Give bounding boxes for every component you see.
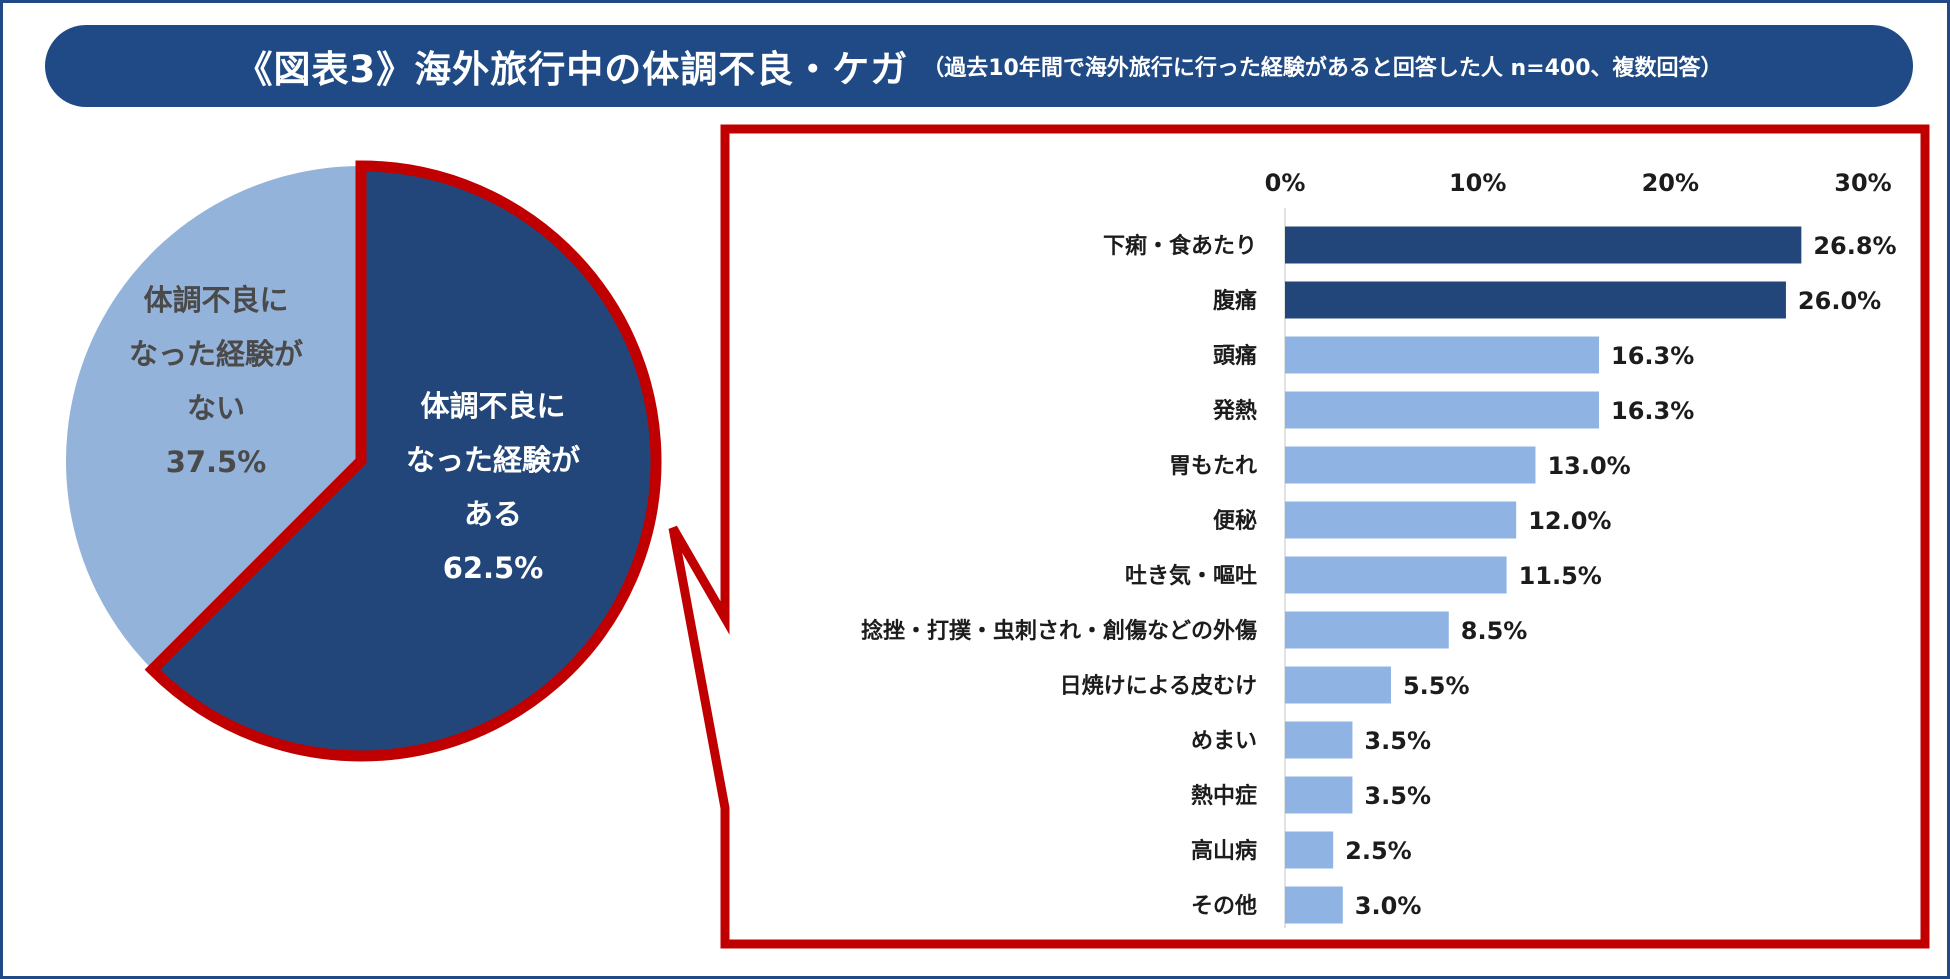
x-tick-label: 20% bbox=[1642, 169, 1699, 197]
category-label: 発熱 bbox=[1212, 398, 1257, 424]
value-label: 3.5% bbox=[1364, 727, 1431, 755]
bar bbox=[1285, 501, 1517, 539]
value-label: 16.3% bbox=[1611, 342, 1694, 370]
x-tick-label: 0% bbox=[1265, 169, 1306, 197]
bar bbox=[1285, 391, 1600, 429]
pie-slice bbox=[152, 166, 656, 756]
pie-highlight-outline bbox=[144, 160, 662, 762]
value-label: 16.3% bbox=[1611, 397, 1694, 425]
category-label: めまい bbox=[1191, 729, 1257, 754]
value-label: 12.0% bbox=[1528, 507, 1611, 535]
bar bbox=[1285, 886, 1343, 924]
bar bbox=[1285, 556, 1507, 594]
chart-title: 《図表3》海外旅行中の体調不良・ケガ bbox=[235, 48, 909, 91]
value-label: 26.0% bbox=[1798, 287, 1881, 315]
value-label: 8.5% bbox=[1461, 617, 1528, 645]
value-label: 5.5% bbox=[1403, 672, 1470, 700]
value-label: 3.0% bbox=[1355, 892, 1422, 920]
category-label: 腹痛 bbox=[1213, 288, 1257, 314]
x-tick-label: 10% bbox=[1449, 169, 1506, 197]
bar bbox=[1285, 831, 1334, 869]
title-banner: 《図表3》海外旅行中の体調不良・ケガ （過去10年間で海外旅行に行った経験がある… bbox=[45, 25, 1913, 107]
category-label: 下痢・食あたり bbox=[1103, 233, 1257, 259]
pie-slice-label: なった経験が bbox=[406, 443, 580, 477]
category-label: 頭痛 bbox=[1213, 343, 1257, 369]
bar bbox=[1285, 776, 1353, 814]
category-label: 胃もたれ bbox=[1169, 454, 1257, 479]
bar bbox=[1285, 226, 1802, 264]
pie-slice-label: 体調不良に bbox=[420, 389, 565, 423]
category-label: 高山病 bbox=[1191, 838, 1257, 864]
pie-value-label: 62.5% bbox=[443, 551, 544, 585]
pie-value-label: 37.5% bbox=[166, 445, 267, 479]
bar bbox=[1285, 721, 1353, 759]
category-label: 熱中症 bbox=[1191, 783, 1257, 809]
value-label: 2.5% bbox=[1345, 837, 1412, 865]
bar-chart: 0% 10% 20% 30% 下痢・食あたり 26.8% 腹痛 26.0% 頭痛 16.3% 発熱 1… bbox=[861, 169, 1897, 928]
chart-subtitle: （過去10年間で海外旅行に行った経験があると回答した人 n=400、複数回答） bbox=[922, 56, 1723, 81]
category-label: その他 bbox=[1191, 894, 1257, 919]
category-label: 日焼けによる皮むけ bbox=[1060, 673, 1257, 699]
pie-slice-label: 体調不良に bbox=[143, 283, 288, 317]
bar bbox=[1285, 336, 1600, 374]
value-label: 3.5% bbox=[1364, 782, 1431, 810]
pie-slice-label: ない bbox=[187, 391, 245, 425]
x-tick-label: 30% bbox=[1834, 169, 1891, 197]
category-label: 捻挫・打撲・虫刺され・創傷などの外傷 bbox=[861, 618, 1257, 644]
pie-slice bbox=[66, 166, 362, 670]
category-label: 便秘 bbox=[1213, 508, 1257, 534]
bar bbox=[1285, 666, 1391, 704]
value-label: 13.0% bbox=[1547, 452, 1630, 480]
category-label: 吐き気・嘔吐 bbox=[1125, 563, 1257, 589]
bar bbox=[1285, 446, 1536, 484]
pie-slice-label: ある bbox=[464, 497, 522, 531]
value-label: 11.5% bbox=[1519, 562, 1602, 590]
pie-slice-label: なった経験が bbox=[129, 337, 303, 371]
bar bbox=[1285, 611, 1449, 649]
value-label: 26.8% bbox=[1813, 232, 1896, 260]
bar bbox=[1285, 281, 1786, 319]
